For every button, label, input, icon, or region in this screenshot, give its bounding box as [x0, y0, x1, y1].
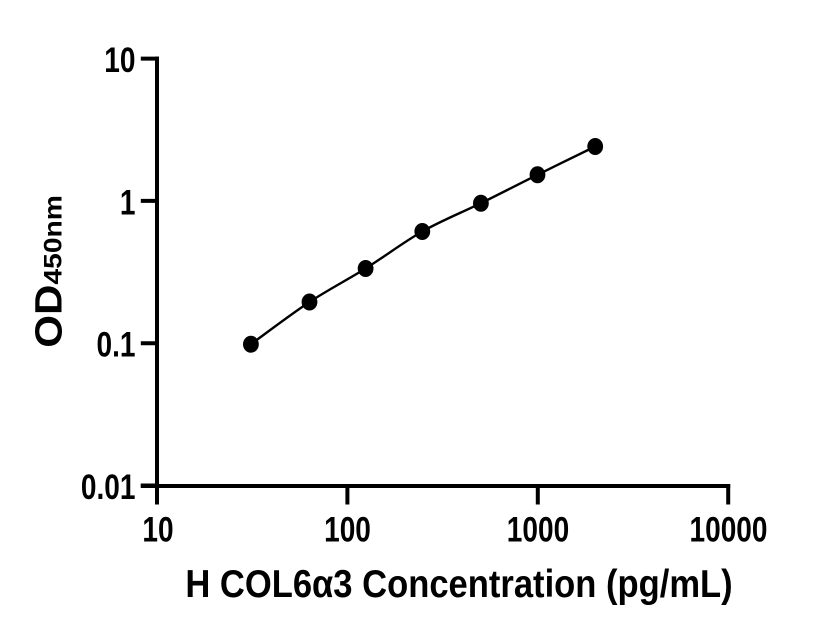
- svg-text:10: 10: [104, 40, 135, 80]
- svg-text:100: 100: [324, 509, 371, 549]
- svg-text:1: 1: [120, 182, 136, 222]
- svg-text:0.01: 0.01: [81, 467, 136, 507]
- svg-text:10: 10: [142, 509, 173, 549]
- svg-text:10000: 10000: [690, 509, 768, 549]
- svg-text:OD450nm: OD450nm: [27, 195, 70, 348]
- svg-text:0.1: 0.1: [97, 324, 136, 364]
- svg-text:H COL6α3 Concentration (pg/mL): H COL6α3 Concentration (pg/mL): [185, 562, 732, 605]
- svg-text:1000: 1000: [507, 509, 569, 549]
